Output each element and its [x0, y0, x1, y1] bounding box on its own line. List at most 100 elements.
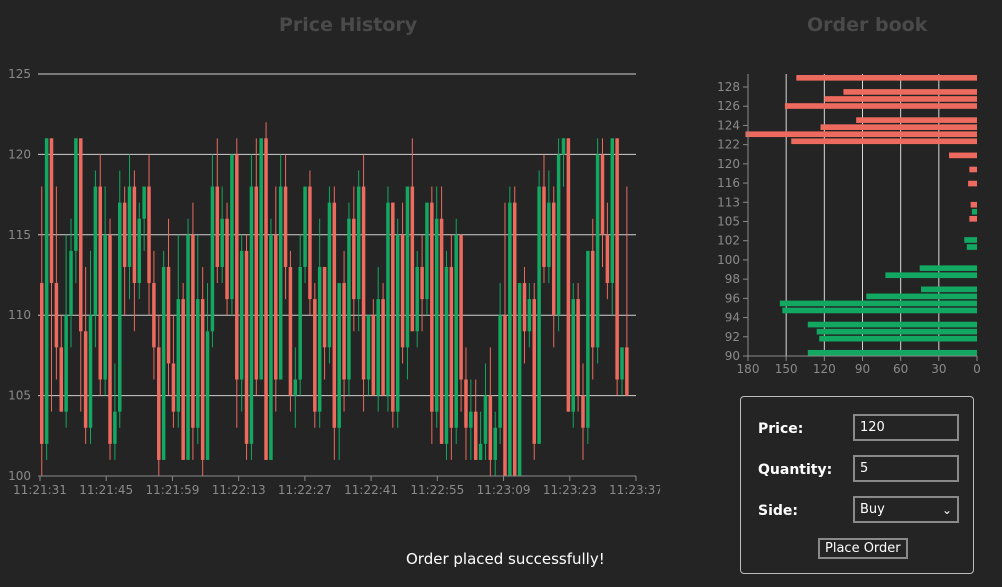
ask-bar	[969, 216, 977, 222]
candle-body	[498, 315, 502, 428]
candle-body	[327, 202, 332, 348]
candle-body	[293, 379, 298, 396]
candle-body	[561, 138, 566, 155]
candle-body	[532, 299, 536, 444]
candle-body	[347, 218, 351, 380]
candle-body	[132, 186, 137, 284]
y-tick-label: 124	[717, 118, 740, 132]
candle-body	[400, 234, 405, 348]
candle-body	[391, 202, 395, 412]
x-tick-label: 11:21:45	[79, 483, 133, 497]
bid-bar	[807, 321, 977, 328]
side-select[interactable]: Buy ⌄	[853, 496, 959, 523]
y-tick-label: 120	[8, 147, 31, 161]
candle-body	[254, 186, 259, 380]
candle-body	[527, 299, 532, 332]
candle-body	[264, 138, 268, 460]
quantity-input[interactable]: 5	[853, 455, 959, 482]
candle-body	[425, 202, 429, 300]
candle-body	[342, 283, 346, 380]
ask-bar	[843, 89, 977, 95]
bid-bar	[919, 265, 977, 271]
candle-body	[54, 283, 59, 348]
y-tick-label: 120	[717, 157, 740, 171]
candle-body	[600, 154, 605, 235]
candle-body	[200, 299, 205, 460]
candle-body	[191, 234, 195, 428]
bid-bar	[782, 307, 977, 314]
x-tick-label: 11:23:37	[609, 483, 660, 497]
candle-body	[478, 443, 483, 460]
place-order-button[interactable]: Place Order	[818, 538, 908, 559]
x-tick-label: 11:22:55	[410, 483, 464, 497]
candle-body	[337, 283, 341, 428]
x-tick-label: 11:22:41	[344, 483, 398, 497]
candle-body	[244, 250, 249, 444]
candle-body	[322, 266, 327, 348]
x-tick-label: 11:23:09	[477, 483, 531, 497]
candle-body	[288, 266, 293, 396]
candle-body	[147, 186, 151, 284]
bid-bar	[807, 349, 977, 356]
x-tick-label: 11:21:59	[145, 483, 199, 497]
candle-body	[176, 299, 181, 412]
ask-bar	[791, 138, 977, 145]
candle-body	[274, 234, 278, 380]
candle-body	[313, 299, 317, 412]
y-tick-label: 110	[8, 308, 31, 322]
candle-body	[620, 347, 624, 380]
candle-body	[196, 299, 200, 428]
candle-body	[420, 266, 424, 300]
x-tick-label: 11:23:23	[543, 483, 597, 497]
candle-body	[225, 218, 229, 300]
candle-body	[215, 186, 220, 267]
candle-body	[157, 347, 161, 460]
bid-bar	[816, 328, 977, 335]
chevron-down-icon: ⌄	[941, 503, 952, 517]
candle-body	[171, 363, 176, 412]
price-history-chart: 100 105 110 115 120 125 11:21:31 11:21:45 11:21:…	[8, 67, 660, 497]
candle-body	[74, 138, 78, 251]
candle-body	[508, 202, 512, 476]
candle-body	[415, 266, 419, 332]
candle-body	[493, 427, 497, 460]
side-label: Side:	[758, 503, 798, 519]
candle-body	[88, 315, 93, 428]
candle-body	[371, 315, 376, 396]
candle-body	[283, 186, 288, 267]
candle-body	[152, 283, 156, 348]
ask-bar	[784, 103, 977, 109]
x-tick-label: 120	[813, 362, 836, 376]
candle-body	[108, 234, 112, 444]
x-tick-label: 11:21:31	[13, 483, 67, 497]
y-tick-label: 105	[8, 389, 31, 403]
candle-body	[517, 283, 522, 476]
x-tick-label: 30	[931, 362, 946, 376]
candle-body	[127, 186, 132, 267]
ask-bar	[968, 180, 977, 187]
y-tick-label: 126	[717, 99, 740, 113]
candle-body	[278, 186, 283, 380]
candle-body	[308, 186, 312, 300]
candle-body	[571, 299, 575, 412]
candle-body	[376, 299, 380, 396]
y-tick-label: 122	[717, 138, 740, 152]
candle-body	[434, 218, 439, 412]
y-tick-label: 105	[717, 215, 740, 229]
y-tick-label: 96	[725, 291, 740, 305]
candle-body	[361, 186, 366, 380]
y-tick-label: 100	[8, 469, 31, 483]
candle-body	[122, 202, 127, 267]
candle-body	[366, 315, 371, 380]
candle-body	[59, 347, 64, 412]
x-tick-label: 11:22:27	[278, 483, 332, 497]
candle-body	[405, 186, 410, 348]
candle-body	[581, 395, 585, 428]
price-input[interactable]: 120	[853, 414, 959, 441]
order-book-title: Order book	[807, 14, 928, 36]
candle-body	[205, 331, 210, 460]
candle-body	[64, 315, 68, 412]
candle-body	[93, 186, 98, 316]
candle-body	[469, 411, 473, 428]
bid-bar	[966, 244, 977, 250]
